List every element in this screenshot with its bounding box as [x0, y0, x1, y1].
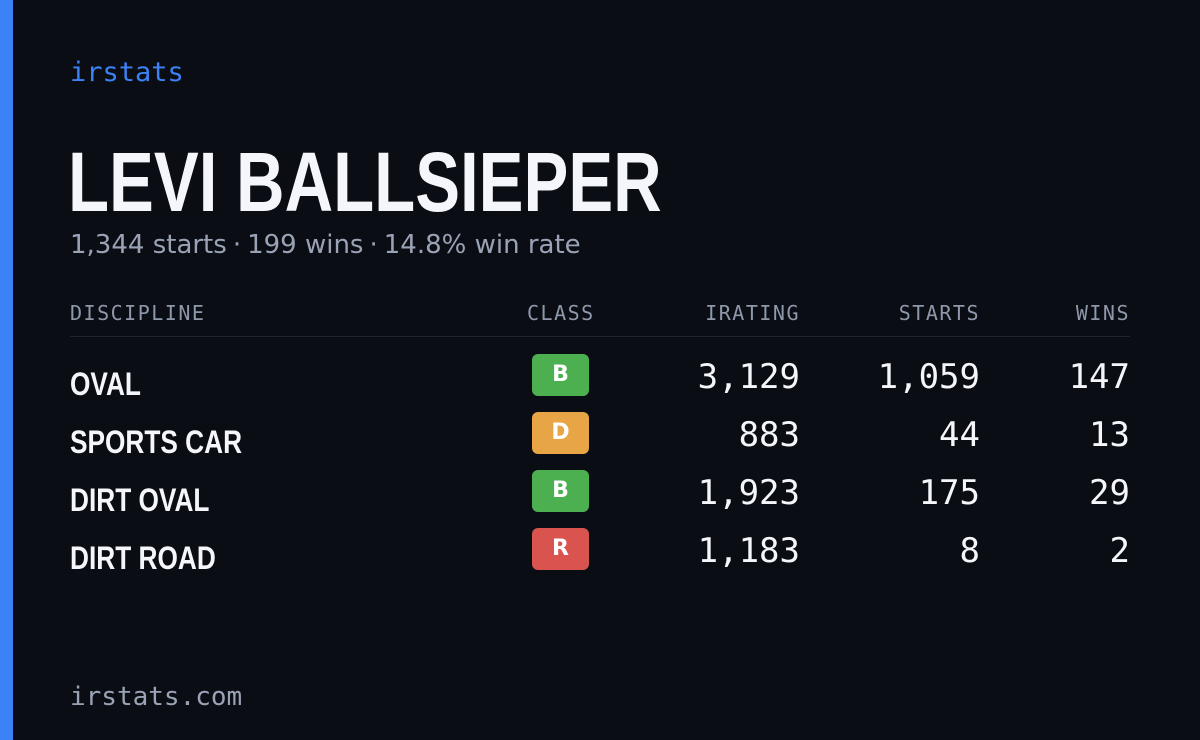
irating-value: 3,129	[697, 357, 800, 397]
class-badge: D	[532, 412, 589, 454]
brand-logo[interactable]: irstats	[70, 57, 184, 88]
irating-value: 883	[738, 415, 800, 455]
discipline-name: DIRT ROAD	[70, 540, 216, 576]
header-starts: STARTS	[898, 301, 980, 325]
discipline-name: SPORTS CAR	[70, 424, 243, 460]
class-badge: R	[532, 528, 589, 570]
table-row: DIRT OVAL B 1,923 175 29	[0, 470, 1200, 528]
wins-value: 2	[1109, 531, 1130, 571]
summary-starts: 1,344 starts	[70, 230, 227, 260]
table-row: SPORTS CAR D 883 44 13	[0, 412, 1200, 470]
summary-win-rate: 14.8% win rate	[383, 230, 581, 260]
header-wins: WINS	[1075, 301, 1130, 325]
summary-wins: 199 wins	[247, 230, 364, 260]
table-row: OVAL B 3,129 1,059 147	[0, 354, 1200, 412]
irating-value: 1,183	[697, 531, 800, 571]
accent-bar	[0, 0, 13, 740]
irating-value: 1,923	[697, 473, 800, 513]
player-summary: 1,344 starts · 199 wins · 14.8% win rate	[70, 228, 581, 262]
summary-separator: ·	[232, 230, 242, 260]
header-irating: IRATING	[705, 301, 800, 325]
starts-value: 44	[939, 415, 980, 455]
summary-separator: ·	[369, 230, 378, 260]
footer-url[interactable]: irstats.com	[70, 682, 243, 712]
header-class: CLASS	[527, 301, 595, 325]
class-badge: B	[532, 354, 589, 396]
wins-value: 13	[1089, 415, 1130, 455]
starts-value: 175	[918, 473, 980, 513]
header-divider	[70, 336, 1130, 337]
wins-value: 29	[1089, 473, 1130, 513]
discipline-name: OVAL	[70, 366, 141, 402]
starts-value: 1,059	[877, 357, 980, 397]
wins-value: 147	[1068, 357, 1130, 397]
discipline-name: DIRT OVAL	[70, 482, 210, 518]
header-discipline: DISCIPLINE	[70, 301, 206, 325]
page-title: LEVI BALLSIEPER	[68, 135, 662, 229]
class-badge: B	[532, 470, 589, 512]
table-row: DIRT ROAD R 1,183 8 2	[0, 528, 1200, 586]
starts-value: 8	[959, 531, 980, 571]
